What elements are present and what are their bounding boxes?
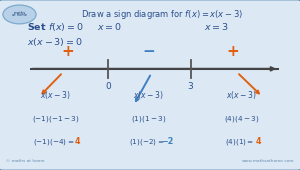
Text: $(1)(1-3)$: $(1)(1-3)$ (131, 114, 166, 124)
Text: $x(x-3)$: $x(x-3)$ (133, 89, 164, 101)
Text: 3: 3 (188, 82, 194, 91)
Text: $(4)(4-3)$: $(4)(4-3)$ (224, 114, 259, 124)
Text: −2: −2 (161, 138, 173, 146)
Text: $x = 0$: $x = 0$ (97, 21, 122, 32)
Text: Set $f(x) = 0$: Set $f(x) = 0$ (27, 21, 84, 33)
Text: $(-1)(-4) = $: $(-1)(-4) = $ (33, 137, 75, 147)
Text: 4: 4 (255, 138, 261, 146)
Text: Draw a sign diagram for $f(x) = x(x-3)$: Draw a sign diagram for $f(x) = x(x-3)$ (81, 8, 243, 21)
Text: +: + (226, 44, 239, 59)
Text: 4: 4 (74, 138, 80, 146)
Text: www.mathsathome.com: www.mathsathome.com (242, 159, 294, 163)
Text: $x(x-3) = 0$: $x(x-3) = 0$ (27, 36, 83, 48)
Text: +: + (61, 44, 74, 59)
Circle shape (3, 5, 36, 24)
Text: maths: maths (14, 11, 26, 15)
Text: at home: at home (12, 13, 27, 17)
Text: 0: 0 (105, 82, 111, 91)
Text: $x(x-3)$: $x(x-3)$ (226, 89, 257, 101)
Text: $(4)(1) = $: $(4)(1) = $ (225, 137, 255, 147)
Text: $(-1)(-1-3)$: $(-1)(-1-3)$ (32, 114, 79, 124)
Text: $x(x-3)$: $x(x-3)$ (40, 89, 71, 101)
Text: $(1)(-2) = $: $(1)(-2) = $ (129, 137, 165, 147)
Text: −: − (142, 44, 155, 59)
Text: © maths at home: © maths at home (6, 159, 45, 163)
Text: $x = 3$: $x = 3$ (203, 21, 229, 32)
